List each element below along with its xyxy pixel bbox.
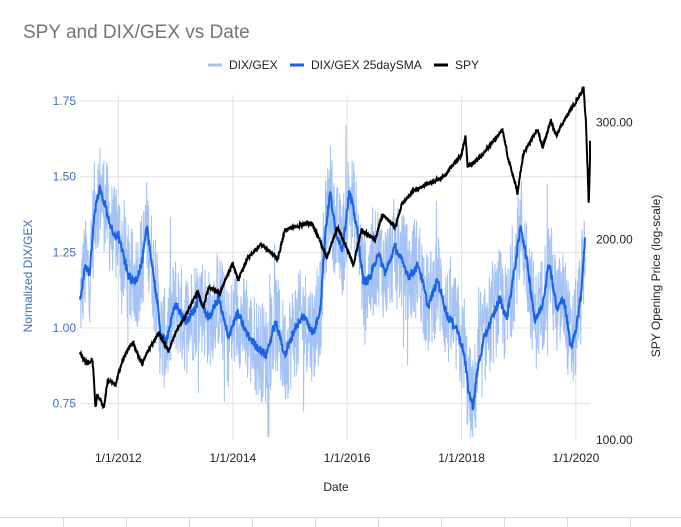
series-layer [79,85,591,438]
x-tick-label: 1/1/2018 [438,451,485,465]
y-left-tick-label: 0.75 [53,397,77,411]
series-spy-line [79,85,591,410]
y-axis-right-label: SPY Opening Price (log-scale) [649,195,663,358]
x-tick-label: 1/1/2012 [95,451,142,465]
sheet-footer-strip [0,517,681,527]
series-dix-gex-sma-line [79,183,586,411]
chart-title: SPY and DIX/GEX vs Date [23,22,250,43]
y-left-tick-label: 1.75 [53,94,77,108]
legend[interactable]: DIX/GEX DIX/GEX 25daySMA SPY [208,58,479,72]
legend-label-spy: SPY [455,58,479,72]
x-tick-label: 1/1/2020 [553,451,600,465]
y-right-tick-label: 200.00 [596,233,633,247]
y-left-tick-label: 1.25 [53,245,77,259]
x-tick-label: 1/1/2016 [324,451,371,465]
legend-label-dix-gex-sma: DIX/GEX 25daySMA [311,58,422,72]
x-tick-label: 1/1/2014 [209,451,256,465]
legend-label-dix-gex: DIX/GEX [229,58,278,72]
x-axis-label: Date [323,480,349,494]
y-right-tick-label: 300.00 [596,116,633,130]
y-left-tick-label: 1.50 [53,170,77,184]
y-left-tick-label: 1.00 [53,321,77,335]
series-dix-gex-line [79,125,586,438]
y-right-tick-label: 100.00 [596,433,633,447]
axes: 0.75 1.00 1.25 1.50 1.75 1/1/2012 1/1/2014 1/1/… [53,94,633,465]
y-axis-left-label: Normalized DIX/GEX [21,220,35,333]
